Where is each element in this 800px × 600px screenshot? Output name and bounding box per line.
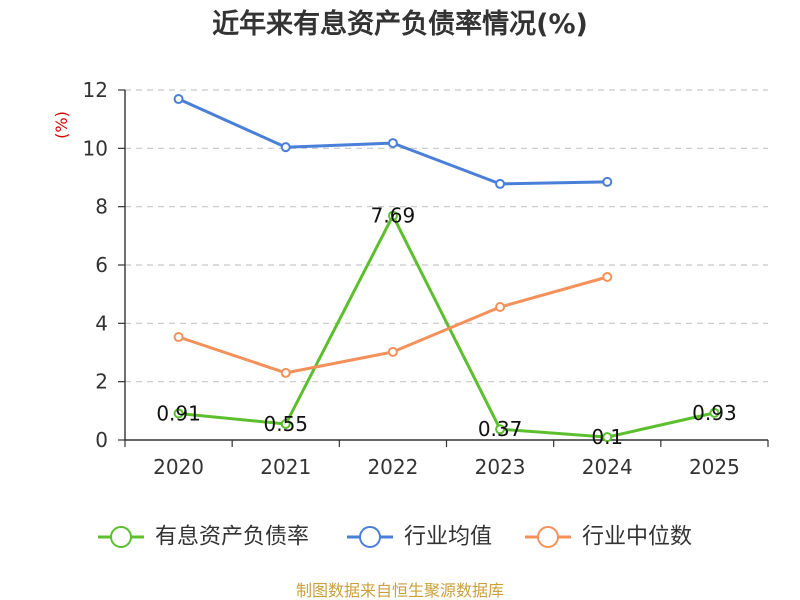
grid-layer bbox=[125, 89, 768, 383]
data-point[interactable] bbox=[495, 302, 506, 312]
data-label: 0.37 bbox=[478, 417, 523, 441]
legend-item-0[interactable]: 有息资产负债率 bbox=[98, 525, 309, 550]
x-tick-label: 2022 bbox=[367, 455, 418, 479]
data-point[interactable] bbox=[495, 178, 506, 189]
data-point[interactable] bbox=[173, 408, 184, 419]
data-point[interactable] bbox=[173, 94, 184, 105]
y-axis-label: (%) bbox=[52, 111, 71, 139]
legend-item-1[interactable]: 行业均值 bbox=[347, 525, 492, 550]
data-point[interactable] bbox=[387, 138, 398, 149]
data-point[interactable] bbox=[387, 210, 398, 221]
data-label: 7.69 bbox=[371, 204, 416, 228]
legend-marker-icon bbox=[110, 526, 132, 548]
x-tick-label: 2025 bbox=[689, 455, 740, 479]
axis-layer: 0 2 4 6 8 10 12 2020 2021 2022 2023 2024 2025 bbox=[83, 78, 769, 479]
legend: 有息资产负债率 行业均值 行业中位数 bbox=[98, 525, 692, 550]
y-tick-label: 6 bbox=[95, 253, 108, 277]
x-tick-label: 2024 bbox=[582, 455, 633, 479]
y-tick-label: 10 bbox=[83, 136, 108, 160]
series-line-2 bbox=[178, 275, 608, 375]
data-point[interactable] bbox=[173, 332, 184, 343]
data-label: 0.55 bbox=[263, 412, 308, 436]
data-label: 0.93 bbox=[692, 401, 737, 425]
data-label: 0.91 bbox=[156, 401, 201, 425]
legend-label: 行业均值 bbox=[404, 525, 492, 550]
x-tick-label: 2021 bbox=[260, 455, 311, 479]
y-tick-label: 8 bbox=[95, 195, 108, 219]
data-point[interactable] bbox=[602, 432, 613, 443]
chart-title: 近年来有息资产负债率情况(%) bbox=[212, 8, 588, 40]
legend-label: 行业中位数 bbox=[582, 525, 692, 550]
data-point[interactable] bbox=[602, 271, 613, 282]
legend-marker-icon bbox=[537, 526, 559, 548]
data-point[interactable] bbox=[709, 407, 720, 418]
legend-item-2[interactable]: 行业中位数 bbox=[525, 525, 692, 550]
legend-label: 有息资产负债率 bbox=[155, 525, 309, 550]
data-point[interactable] bbox=[280, 367, 291, 378]
data-point[interactable] bbox=[387, 346, 398, 357]
data-point[interactable] bbox=[602, 176, 613, 187]
y-tick-label: 12 bbox=[83, 78, 108, 102]
data-point[interactable] bbox=[280, 418, 291, 429]
y-tick-label: 2 bbox=[95, 370, 108, 394]
source-footer: 制图数据来自恒生聚源数据库 bbox=[296, 581, 504, 600]
data-point[interactable] bbox=[280, 142, 291, 153]
series-layer bbox=[173, 94, 720, 443]
data-label: 0.1 bbox=[591, 425, 623, 449]
x-tick-label: 2023 bbox=[475, 455, 526, 479]
legend-marker-icon bbox=[359, 526, 381, 548]
x-tick-label: 2020 bbox=[153, 455, 204, 479]
data-point[interactable] bbox=[495, 424, 506, 435]
data-label-layer: 0.91 0.55 7.69 0.37 0.1 0.93 bbox=[156, 204, 736, 449]
y-tick-label: 0 bbox=[95, 428, 108, 452]
y-tick-label: 4 bbox=[95, 311, 108, 335]
series-line-0 bbox=[178, 214, 715, 439]
